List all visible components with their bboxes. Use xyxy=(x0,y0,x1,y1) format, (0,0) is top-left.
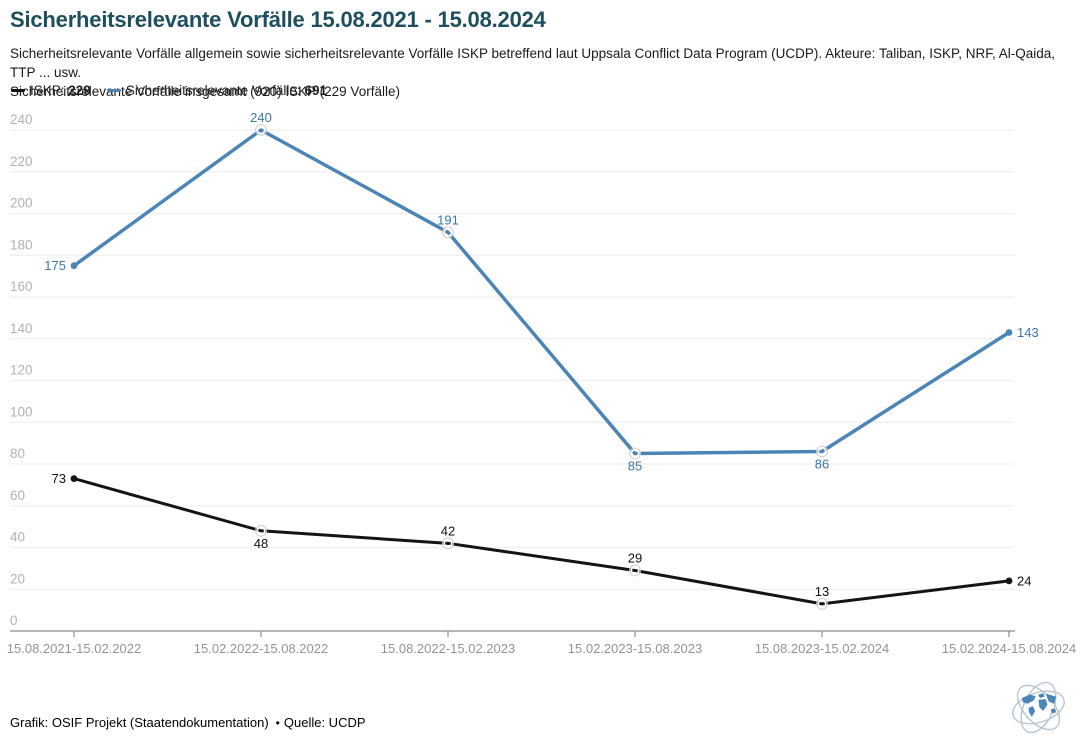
data-point xyxy=(816,597,828,610)
data-label: 29 xyxy=(628,550,642,565)
y-tick-label: 100 xyxy=(10,404,33,419)
legend-item-iskp: ISKP: 229 xyxy=(11,83,91,98)
data-label: 86 xyxy=(815,456,829,471)
data-point-ring xyxy=(256,125,266,135)
chart-subtitle: Sicherheitsrelevante Vorfälle allgemein … xyxy=(10,44,1076,101)
data-point xyxy=(442,537,454,550)
x-tick-label: 15.08.2021-15.02.2022 xyxy=(7,641,141,656)
data-point xyxy=(629,447,641,460)
legend-series-total: 691 xyxy=(304,83,327,98)
data-point-ring xyxy=(630,565,640,576)
data-label: 13 xyxy=(815,584,829,599)
legend-dash-icon xyxy=(11,89,25,92)
data-point-ring xyxy=(443,538,453,548)
footer-source: Quelle: UCDP xyxy=(283,715,366,730)
data-point xyxy=(816,445,828,458)
legend-label: Sicherheitsrelevante Vorfälle: 691 xyxy=(126,83,327,98)
data-label: 24 xyxy=(1017,573,1031,588)
y-tick-label: 120 xyxy=(10,363,33,378)
series-line-iskp xyxy=(72,477,1011,606)
data-point-ring xyxy=(817,446,827,457)
data-point xyxy=(629,564,641,577)
data-point xyxy=(442,226,454,239)
footer-credit: Grafik: OSIF Projekt (Staatendokumentati… xyxy=(10,715,269,730)
data-point-ring xyxy=(817,599,827,609)
chart-legend: ISKP: 229 Sicherheitsrelevante Vorfälle:… xyxy=(11,83,327,98)
y-tick-label: 220 xyxy=(10,154,33,169)
world-map-continents xyxy=(1021,693,1057,717)
y-tick-label: 160 xyxy=(10,279,33,294)
y-tick-label: 140 xyxy=(10,321,33,336)
y-tick-label: 80 xyxy=(10,446,25,461)
data-point xyxy=(1005,329,1013,336)
legend-item-vorfaelle: Sicherheitsrelevante Vorfälle: 691 xyxy=(106,83,327,98)
y-tick-label: 40 xyxy=(10,530,25,545)
y-tick-label: 20 xyxy=(10,571,25,586)
data-label: 48 xyxy=(254,536,268,551)
y-tick-label: 0 xyxy=(10,613,18,628)
x-tick-label: 15.08.2022-15.02.2023 xyxy=(381,641,515,656)
chart-subtitle-line2: Sicherheitsrelevante Vorfälle insgesamt … xyxy=(10,84,400,99)
y-tick-label: 180 xyxy=(10,237,33,252)
x-tick-label: 15.02.2023-15.08.2023 xyxy=(568,641,702,656)
data-point-ring xyxy=(256,526,266,536)
data-label: 73 xyxy=(52,471,66,486)
data-point-ring xyxy=(630,449,640,459)
x-tick-label: 15.02.2022-15.08.2022 xyxy=(194,641,328,656)
y-tick-label: 60 xyxy=(10,488,25,503)
chart-footer: Grafik: OSIF Projekt (Staatendokumentati… xyxy=(10,715,366,730)
legend-series-name: Sicherheitsrelevante Vorfälle: xyxy=(125,83,301,98)
footer-separator: • xyxy=(275,716,280,730)
data-label: 85 xyxy=(628,459,642,474)
legend-dash-icon xyxy=(106,89,121,92)
data-label: 42 xyxy=(441,523,455,538)
data-label: 240 xyxy=(250,110,272,125)
y-tick-label: 200 xyxy=(10,196,33,211)
data-label: 175 xyxy=(44,258,66,273)
legend-label: ISKP: 229 xyxy=(30,83,91,98)
data-point xyxy=(70,262,78,270)
chart-subtitle-line1: Sicherheitsrelevante Vorfälle allgemein … xyxy=(10,46,1056,80)
x-tick-label: 15.02.2024-15.08.2024 xyxy=(942,641,1076,656)
data-point xyxy=(255,124,267,136)
data-label: 191 xyxy=(437,212,459,227)
data-point xyxy=(1005,577,1013,585)
data-point-ring xyxy=(443,227,453,237)
y-tick-label: 240 xyxy=(10,112,33,127)
legend-series-name: ISKP: xyxy=(30,83,65,98)
x-tick-label: 15.08.2023-15.02.2024 xyxy=(755,641,889,656)
series-line-sicherheitsrelevante-vorf-lle xyxy=(72,128,1011,456)
page-title: Sicherheitsrelevante Vorfälle 15.08.2021… xyxy=(10,7,546,32)
data-label: 143 xyxy=(1017,325,1039,340)
legend-series-total: 229 xyxy=(68,83,91,98)
globe-orbits-logo xyxy=(1012,681,1065,734)
data-point xyxy=(70,475,78,483)
data-point xyxy=(255,524,267,537)
